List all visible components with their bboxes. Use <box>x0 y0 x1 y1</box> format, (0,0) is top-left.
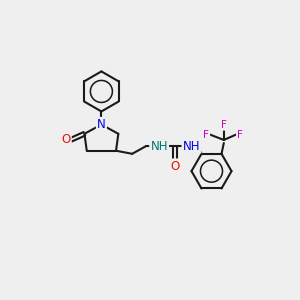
Text: F: F <box>221 119 227 130</box>
Text: F: F <box>237 130 243 140</box>
Text: O: O <box>171 160 180 172</box>
Text: O: O <box>61 134 70 146</box>
Text: N: N <box>97 118 106 131</box>
Text: NH: NH <box>183 140 200 153</box>
Text: F: F <box>203 130 209 140</box>
Text: NH: NH <box>150 140 168 153</box>
